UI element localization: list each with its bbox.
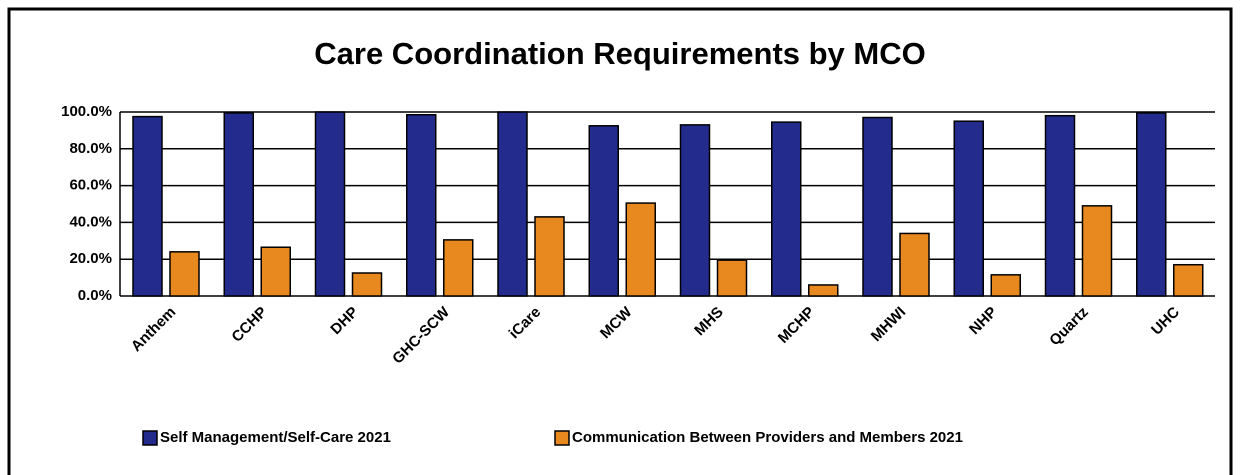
chart-title: Care Coordination Requirements by MCO (314, 36, 925, 71)
legend-swatch (554, 430, 570, 446)
bar (990, 274, 1021, 297)
bar (314, 111, 346, 297)
bar (808, 284, 839, 297)
y-tick-label: 20.0% (69, 250, 112, 267)
bar (1136, 112, 1167, 297)
y-tick-label: 0.0% (78, 287, 112, 304)
bar (260, 246, 291, 297)
bar (716, 259, 748, 297)
legend-swatch (142, 430, 158, 446)
bar (953, 120, 984, 297)
bar (223, 112, 254, 297)
bar (351, 272, 383, 297)
bar (443, 239, 474, 297)
legend-label: Communication Between Providers and Memb… (572, 429, 963, 446)
chart-frame (7, 7, 1233, 475)
bar (625, 202, 656, 297)
y-tick-label: 60.0% (69, 177, 112, 194)
bar (771, 121, 802, 297)
bar (406, 114, 437, 297)
bar (1173, 263, 1204, 297)
bar (497, 111, 528, 297)
legend-label: Self Management/Self-Care 2021 (160, 429, 391, 446)
bar (1044, 114, 1076, 297)
bar (679, 124, 711, 297)
y-tick-label: 40.0% (69, 213, 112, 230)
y-tick-label: 80.0% (69, 140, 112, 157)
bar (588, 125, 619, 297)
bar (132, 115, 163, 297)
bar (862, 116, 893, 297)
bar (169, 251, 200, 297)
y-tick-label: 100.0% (61, 103, 112, 120)
bar (534, 216, 565, 297)
bar (899, 232, 930, 297)
bar (1081, 205, 1113, 297)
